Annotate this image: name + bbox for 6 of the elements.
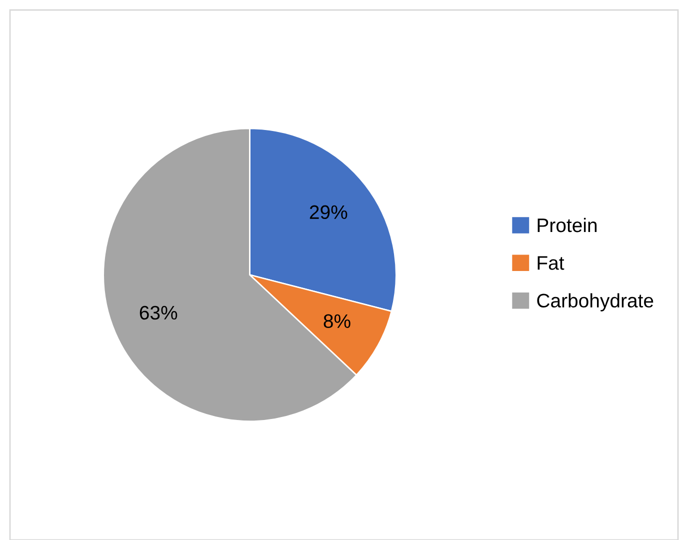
data-label: 63%	[140, 306, 178, 320]
legend-label: Protein	[538, 218, 597, 232]
legend-label: Fat	[538, 256, 564, 270]
data-label: 29%	[310, 205, 348, 220]
data-label: 8%	[324, 314, 350, 328]
legend-label: Carbohydrate	[537, 293, 654, 312]
